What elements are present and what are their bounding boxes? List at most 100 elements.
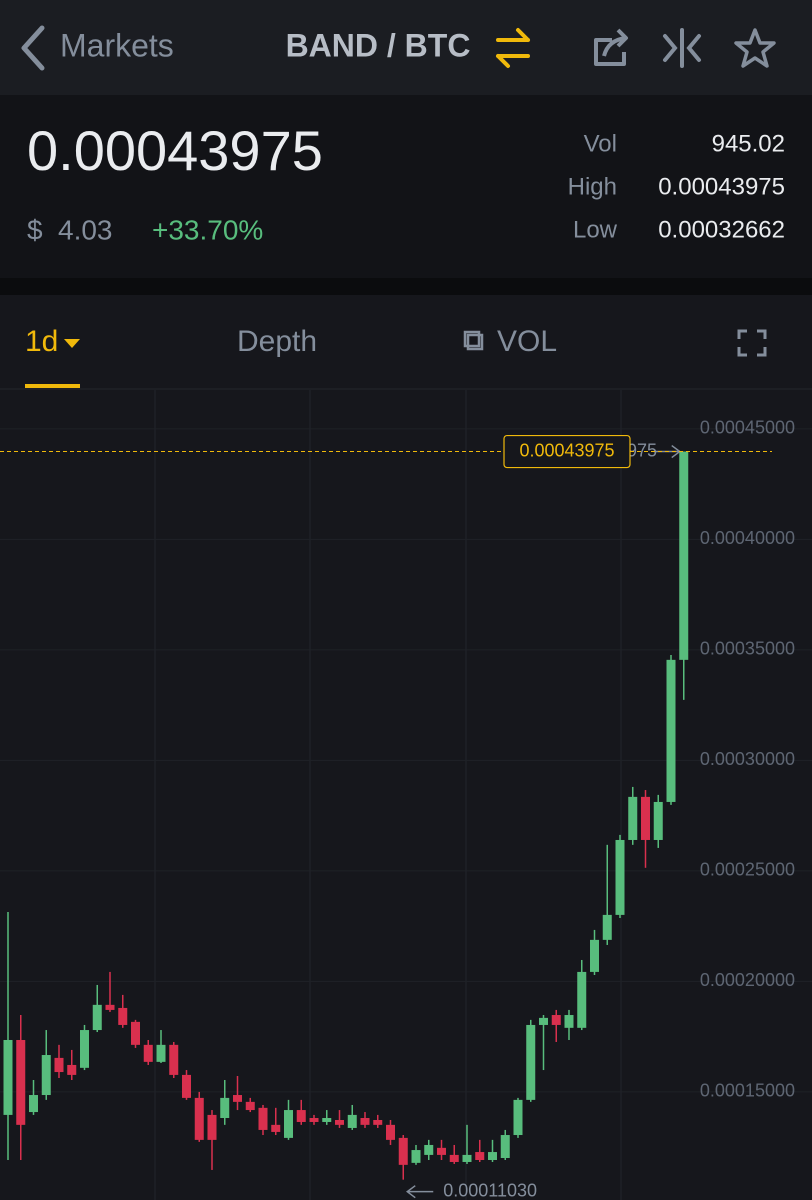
candle-body [602, 914, 612, 940]
back-button[interactable]: Markets [21, 25, 174, 71]
ticker-panel [0, 95, 812, 278]
candle-body [360, 1118, 370, 1125]
y-tick-label: 0.00015000 [700, 1081, 795, 1101]
candle-body [284, 1110, 293, 1138]
vol-box-back [466, 333, 484, 351]
change: +33.70% [152, 214, 263, 245]
stat-label: High [568, 173, 617, 200]
vol-tab[interactable]: VOL [497, 325, 557, 358]
candle-body [488, 1152, 497, 1160]
candle-body [220, 1097, 230, 1119]
candle-body [80, 1030, 89, 1068]
candle-body [16, 1039, 26, 1125]
interval-caret[interactable] [64, 339, 80, 348]
candle-body [513, 1099, 523, 1136]
candle-body [424, 1144, 434, 1155]
candle-body [628, 796, 638, 840]
fullscreen-glyph [737, 329, 767, 357]
y-tick-label: 0.00040000 [700, 528, 795, 548]
back-label[interactable]: Markets [60, 27, 174, 63]
candle-body [411, 1150, 421, 1163]
last-price: 0.00043975 [27, 119, 323, 182]
plot: 0.00045000 0.00040000 0.00035000 0.00030000… [0, 418, 812, 1200]
candle-body [373, 1119, 383, 1125]
favorite-icon[interactable] [734, 28, 776, 68]
candle-body [105, 1004, 115, 1010]
candle-body [207, 1114, 217, 1140]
candle-body [245, 1101, 255, 1111]
candle-body [3, 1039, 13, 1115]
candle-body [182, 1074, 191, 1098]
share-icon[interactable] [594, 28, 628, 66]
y-tick-label: 0.00025000 [700, 860, 795, 880]
stat-value: 0.00032662 [658, 216, 785, 243]
candle-body [500, 1135, 510, 1159]
candle-body [679, 451, 689, 660]
candle-body [233, 1095, 242, 1102]
tab-underline [25, 384, 80, 388]
candle-body [322, 1118, 332, 1122]
fullscreen-icon[interactable] [737, 329, 767, 357]
candle-body [271, 1124, 281, 1132]
y-tick-label: 0.00035000 [700, 639, 795, 659]
candle-body [194, 1097, 204, 1140]
last-price-tag-label: 0.00043975 [519, 440, 614, 460]
y-tick-label: 0.00030000 [700, 749, 795, 769]
candle-body [539, 1017, 548, 1025]
candle-body [169, 1044, 179, 1075]
candle-body [475, 1152, 485, 1160]
interval-tab[interactable]: 1d [25, 325, 58, 358]
candle-body [29, 1095, 38, 1113]
vol-toggle-icon[interactable] [463, 330, 484, 351]
low-arrow [406, 1185, 434, 1199]
candle-body [386, 1124, 395, 1140]
stat-value: 945.02 [712, 130, 785, 157]
depth-tab[interactable]: Depth [237, 325, 317, 358]
candle-body [666, 659, 676, 802]
vertical-grid [154, 390, 622, 1200]
candle-body [67, 1064, 77, 1075]
stat-label: Vol [584, 130, 617, 157]
separator [0, 278, 812, 295]
candle-body [309, 1118, 319, 1122]
stat-value: 0.00043975 [658, 173, 785, 200]
candle-body [449, 1154, 459, 1162]
candle-body [156, 1044, 166, 1062]
swap-icon[interactable] [496, 28, 530, 68]
swap-arrow-top [496, 28, 530, 42]
candle-body [118, 1007, 128, 1025]
y-tick-label: 0.00045000 [700, 418, 795, 438]
candle-body [653, 801, 663, 840]
candle-body [641, 796, 650, 840]
candle-body [398, 1137, 408, 1165]
candle-body [564, 1015, 574, 1028]
candle-body [41, 1055, 51, 1096]
pair-title[interactable]: BAND / BTC [286, 27, 471, 63]
stat-label: Low [573, 216, 618, 243]
candle-body [131, 1021, 140, 1045]
candle-body [577, 971, 587, 1028]
vol-box-front [463, 330, 481, 348]
candle-body [296, 1110, 306, 1122]
low-label: 0.00011030 [443, 1180, 537, 1200]
usd-symbol: $ [27, 214, 43, 245]
share-box [594, 38, 626, 66]
candle-body [615, 839, 625, 915]
candle-body [258, 1107, 268, 1130]
candle-body [143, 1044, 153, 1062]
last-price-tag [503, 434, 631, 469]
chart-panel [0, 295, 812, 1200]
candle-body [590, 939, 599, 972]
swap-arrow-bottom [496, 54, 530, 68]
candle-body [462, 1154, 472, 1162]
candle-body [551, 1015, 561, 1025]
candle-body [347, 1114, 357, 1128]
candle-body [54, 1057, 64, 1073]
candle-body [437, 1147, 446, 1155]
candle-body [92, 1004, 102, 1031]
compare-glyph [663, 28, 701, 68]
compare-icon[interactable] [663, 28, 701, 68]
candle-body [526, 1024, 536, 1100]
